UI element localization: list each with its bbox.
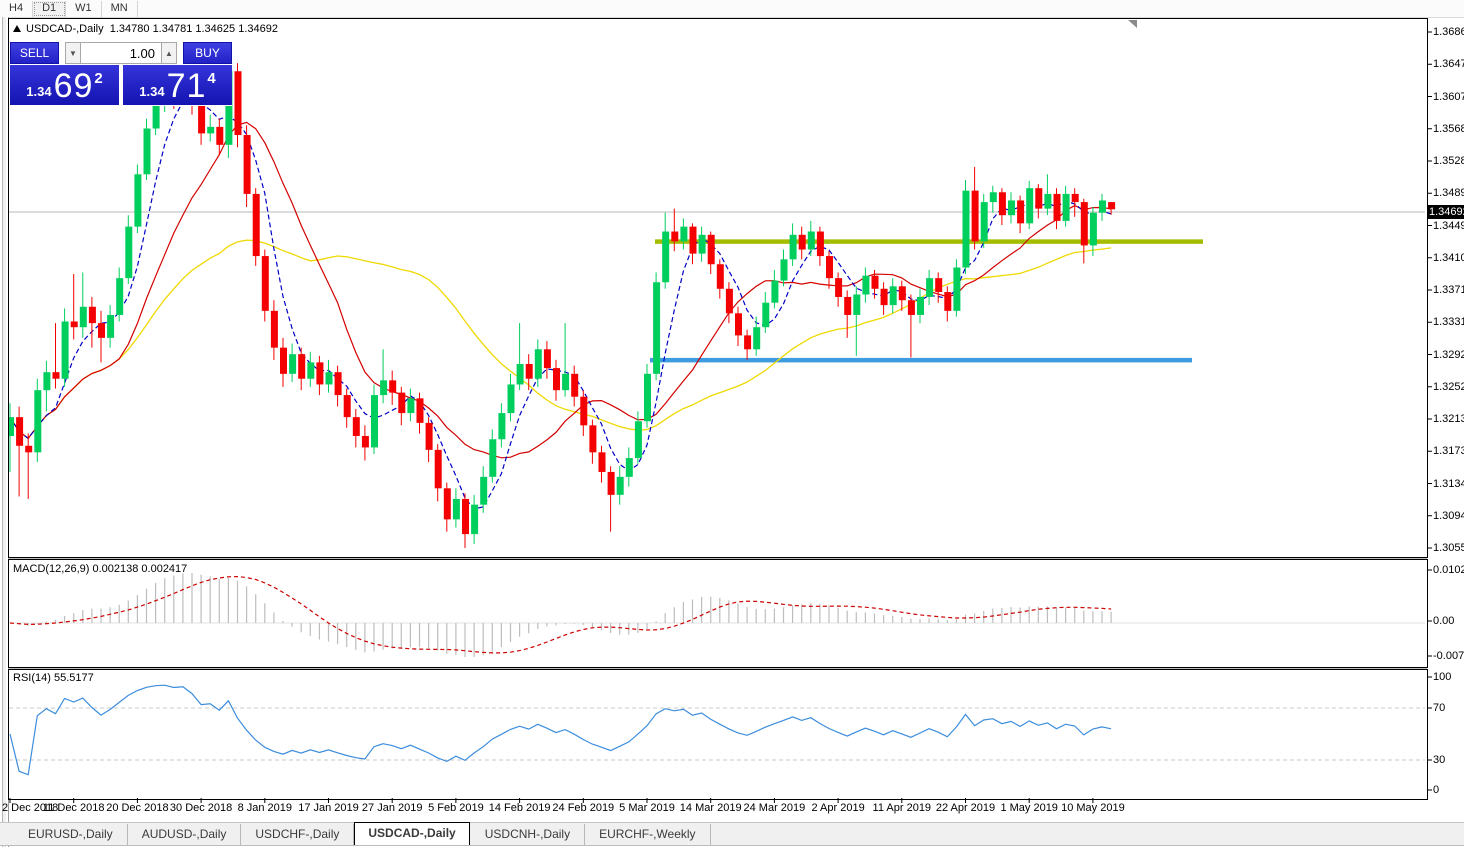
rsi-label: RSI(14) 55.5177 <box>13 672 94 684</box>
date-axis-label: 5 Mar 2019 <box>619 802 675 814</box>
sell-button[interactable]: SELL <box>10 42 59 64</box>
price-axis-label: 1.32920 <box>1433 348 1464 361</box>
chart-tab-usdcad-daily[interactable]: USDCAD-,Daily <box>354 822 470 845</box>
chart-tab-eurusd-daily[interactable]: EURUSD-,Daily <box>14 824 128 845</box>
date-axis-label: 17 Jan 2019 <box>298 802 359 814</box>
symbol-name: USDCAD-,Daily <box>26 23 104 35</box>
buy-button[interactable]: BUY <box>183 42 232 64</box>
ohlc-values: 1.34780 1.34781 1.34625 1.34692 <box>109 23 278 35</box>
sell-price-panel[interactable]: 1.34 69 2 <box>10 65 119 105</box>
buy-price-pip: 4 <box>207 70 216 87</box>
date-axis-label: 27 Jan 2019 <box>361 802 423 814</box>
date-axis-label: 14 Feb 2019 <box>488 802 551 814</box>
buy-price-panel[interactable]: 1.34 71 4 <box>123 65 232 105</box>
date-axis-label: 20 Dec 2018 <box>106 802 169 814</box>
price-axis-label: 1.34890 <box>1433 187 1464 200</box>
sell-price-prefix: 1.34 <box>26 84 52 99</box>
price-axis-label: 1.35680 <box>1433 122 1464 135</box>
price-axis-label: 1.36470 <box>1433 58 1464 71</box>
sell-price-pip: 2 <box>94 70 103 87</box>
price-axis-label: 1.33710 <box>1433 284 1464 296</box>
timeframe-button-mn[interactable]: MN <box>102 0 138 17</box>
price-axis-label: 1.31730 <box>1433 445 1464 458</box>
rsi-axis-label: 30 <box>1433 754 1446 766</box>
price-axis-label: 1.36860 <box>1433 26 1464 38</box>
rsi-axis-label: 70 <box>1433 702 1446 714</box>
current-price-tag: 1.34692 <box>1427 205 1464 219</box>
macd-axis-label: 0.00 <box>1433 615 1455 627</box>
chart-title: USDCAD-,Daily 1.34780 1.34781 1.34625 1.… <box>13 23 278 35</box>
scroll-marker-icon[interactable] <box>1128 20 1137 28</box>
chart-tab-usdchf-daily[interactable]: USDCHF-,Daily <box>241 824 355 845</box>
timeframe-button-w1[interactable]: W1 <box>66 0 102 17</box>
chart-tab-eurchf-weekly[interactable]: EURCHF-,Weekly <box>585 824 711 845</box>
expand-triangle-icon[interactable] <box>13 25 21 32</box>
volume-increase-button[interactable]: ▲ <box>161 42 177 64</box>
sell-price-big: 69 <box>53 67 94 105</box>
date-axis-label: 5 Feb 2019 <box>428 802 484 814</box>
panel-splitter[interactable] <box>8 666 1427 669</box>
date-axis-label: 24 Mar 2019 <box>743 802 806 814</box>
timeframe-button-h4[interactable]: H4 <box>0 0 34 17</box>
macd-axis-label: -0.007477 <box>1433 650 1464 662</box>
volume-decrease-button[interactable]: ▼ <box>65 42 81 64</box>
date-axis-label: 1 May 2019 <box>1000 802 1058 814</box>
price-axis-label: 1.34490 <box>1433 219 1464 232</box>
price-axis-label: 1.33310 <box>1433 316 1464 329</box>
macd-label: MACD(12,26,9) 0.002138 0.002417 <box>13 563 188 575</box>
chart-tab-usdcnh-daily[interactable]: USDCNH-,Daily <box>471 824 586 845</box>
date-axis-label: 24 Feb 2019 <box>552 802 615 814</box>
price-axis-label: 1.30940 <box>1433 509 1464 522</box>
date-axis-label: 8 Jan 2019 <box>237 802 293 814</box>
price-axis-label: 1.36070 <box>1433 90 1464 103</box>
buy-price-big: 71 <box>166 67 207 105</box>
panel-splitter[interactable] <box>8 556 1427 559</box>
chart-tab-audusd-daily[interactable]: AUDUSD-,Daily <box>128 824 242 845</box>
volume-input[interactable]: 1.00 <box>81 42 161 64</box>
price-axis-label: 1.32520 <box>1433 380 1464 393</box>
date-axis-label: 2 Dec 2018 <box>2 802 59 814</box>
price-axis-label: 1.35280 <box>1433 155 1464 167</box>
date-axis-label: 2 Apr 2019 <box>811 802 865 814</box>
date-axis-label: 22 Apr 2019 <box>935 802 996 814</box>
price-axis-label: 1.31340 <box>1433 477 1464 490</box>
price-axis-label: 1.34100 <box>1433 251 1464 264</box>
date-axis-label: 14 Mar 2019 <box>679 802 742 814</box>
one-click-trading-widget: SELL ▼ 1.00 ▲ BUY 1.34 69 2 1.34 71 4 <box>10 41 232 106</box>
macd-axis-label: 0.010229 <box>1433 564 1464 576</box>
symbol-tab-bar: EURUSD-,Daily AUDUSD-,Daily USDCHF-,Daily U… <box>0 822 1464 846</box>
date-axis-label: 11 Apr 2019 <box>872 802 932 814</box>
date-axis-label: 30 Dec 2018 <box>169 802 233 814</box>
price-axis-label: 1.32130 <box>1433 413 1464 425</box>
timeframe-toolbar: H4 D1 W1 MN <box>0 0 1464 18</box>
timeframe-button-d1[interactable]: D1 <box>33 0 67 17</box>
date-axis-label: 11 Dec 2018 <box>42 802 105 814</box>
rsi-axis-label: 0 <box>1433 784 1440 796</box>
date-axis-label: 10 May 2019 <box>1061 802 1125 814</box>
buy-price-prefix: 1.34 <box>139 84 165 99</box>
rsi-axis-label: 100 <box>1433 671 1452 683</box>
